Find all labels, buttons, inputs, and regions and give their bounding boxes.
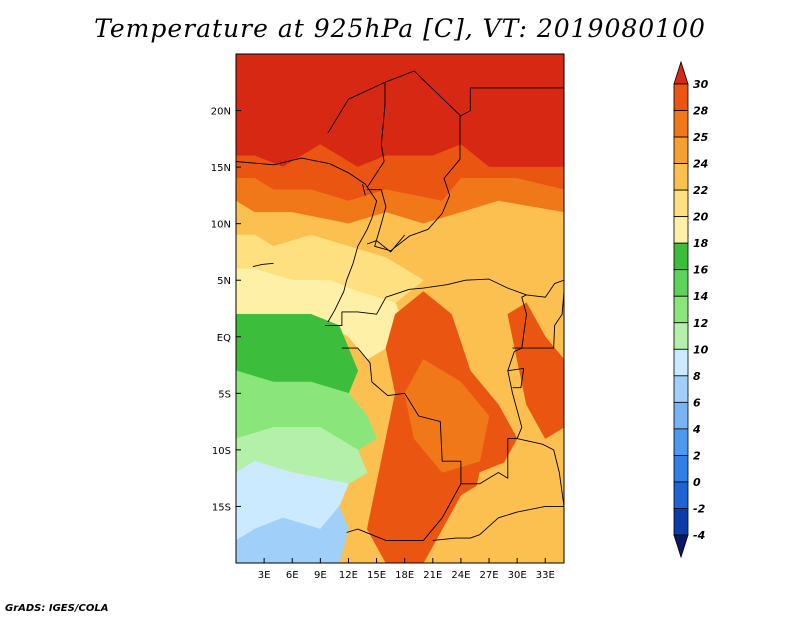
temp-region-28-14 (507, 302, 564, 439)
map-frame (235, 53, 565, 564)
y-tick-label-2: 10N (211, 220, 231, 231)
colorbar-box-12 (673, 216, 689, 244)
temperature-field (236, 54, 564, 563)
colorbar-box-7 (673, 348, 689, 377)
colorbar-box-10 (673, 269, 689, 297)
country-border-12 (252, 262, 274, 268)
country-border-2 (367, 87, 564, 252)
colorbar-box-6 (673, 375, 689, 403)
colorbar-label-14: 24 (693, 158, 708, 171)
colorbar-box-5 (673, 401, 689, 430)
x-tick-label-4: 15E (367, 570, 386, 581)
colorbar-label-4: 4 (692, 423, 701, 436)
country-borders (236, 70, 564, 541)
temp-region-24-13 (470, 460, 564, 541)
x-tick-label-6: 21E (423, 570, 442, 581)
country-border-5 (341, 347, 462, 541)
colorbar-label-6: 8 (693, 370, 701, 383)
x-axis: 3E 6E 9E 12E 15E 18E 21E 24E 27E 30E 33E (258, 558, 555, 581)
colorbar-label-8: 12 (693, 317, 709, 330)
colorbar-box-4 (673, 428, 689, 456)
x-tick-label-1: 6E (286, 570, 299, 581)
chart-title: Temperature at 925hPa [C], VT: 201908010… (94, 14, 706, 43)
x-tick-label-10: 33E (536, 570, 555, 581)
colorbar-label-12: 20 (693, 211, 709, 224)
country-border-8 (507, 367, 525, 389)
country-border-9 (517, 438, 564, 507)
country-border-4 (327, 70, 462, 134)
y-axis: 20N 15N 10N 5N EQ 5S 10S 15S (211, 107, 241, 513)
colorbar-top-triangle (673, 60, 689, 85)
colorbar-label-10: 16 (693, 264, 709, 277)
colorbar-box-9 (673, 295, 689, 324)
country-border-7 (512, 291, 564, 349)
y-tick-label-0: 20N (211, 107, 231, 118)
colorbar-label-15: 25 (693, 131, 709, 144)
y-tick-label-6: 10S (212, 446, 231, 457)
x-tick-label-3: 12E (339, 570, 358, 581)
country-border-13 (362, 183, 366, 196)
temp-region-30-0 (236, 54, 564, 168)
colorbar-box-14 (673, 163, 689, 191)
x-tick-label-7: 24E (451, 570, 470, 581)
country-border-3 (366, 82, 386, 188)
colorbar-label-13: 22 (693, 184, 709, 197)
country-border-1 (325, 278, 564, 326)
y-tick-label-3: 5N (217, 276, 231, 287)
country-border-6 (460, 294, 527, 485)
colorbar-label-11: 18 (693, 237, 709, 250)
colorbar-label-3: 2 (693, 449, 701, 462)
colorbar-box-1 (673, 508, 689, 536)
y-tick-label-5: 5S (218, 389, 231, 400)
y-tick-label-1: 15N (211, 163, 231, 174)
colorbar-label-16: 28 (693, 105, 709, 118)
country-border-10 (432, 505, 564, 541)
colorbar-label-5: 6 (693, 396, 701, 409)
y-tick-label-7: 15S (212, 502, 231, 513)
colorbar-label-17: 30 (693, 78, 709, 91)
colorbar-box-8 (673, 322, 689, 350)
x-tick-label-9: 30E (508, 570, 527, 581)
x-tick-label-0: 3E (258, 570, 271, 581)
colorbar-label-7: 10 (693, 343, 709, 356)
x-tick-label-8: 27E (480, 570, 499, 581)
colorbar-label-2: 0 (693, 476, 701, 489)
colorbar-label-0: -4 (693, 529, 705, 542)
colorbar-bottom-triangle (673, 534, 689, 559)
colorbar-box-16 (673, 110, 689, 138)
x-tick-label-5: 18E (395, 570, 414, 581)
colorbar-label-1: -2 (693, 502, 706, 515)
colorbar-label-9: 14 (693, 290, 708, 303)
colorbar-box-17 (673, 83, 689, 111)
country-border-11 (367, 234, 406, 253)
colorbar-box-3 (673, 455, 689, 483)
grads-credit: GrADS: IGES/COLA (5, 603, 109, 614)
colorbar-box-11 (673, 242, 689, 271)
colorbar-box-13 (673, 189, 689, 218)
x-tick-label-2: 9E (314, 570, 327, 581)
y-tick-label-4: EQ (217, 333, 231, 344)
country-border-0 (236, 157, 378, 323)
colorbar-box-15 (673, 136, 689, 164)
colorbar-box-2 (673, 481, 689, 509)
temp-region-8-10 (236, 505, 349, 563)
